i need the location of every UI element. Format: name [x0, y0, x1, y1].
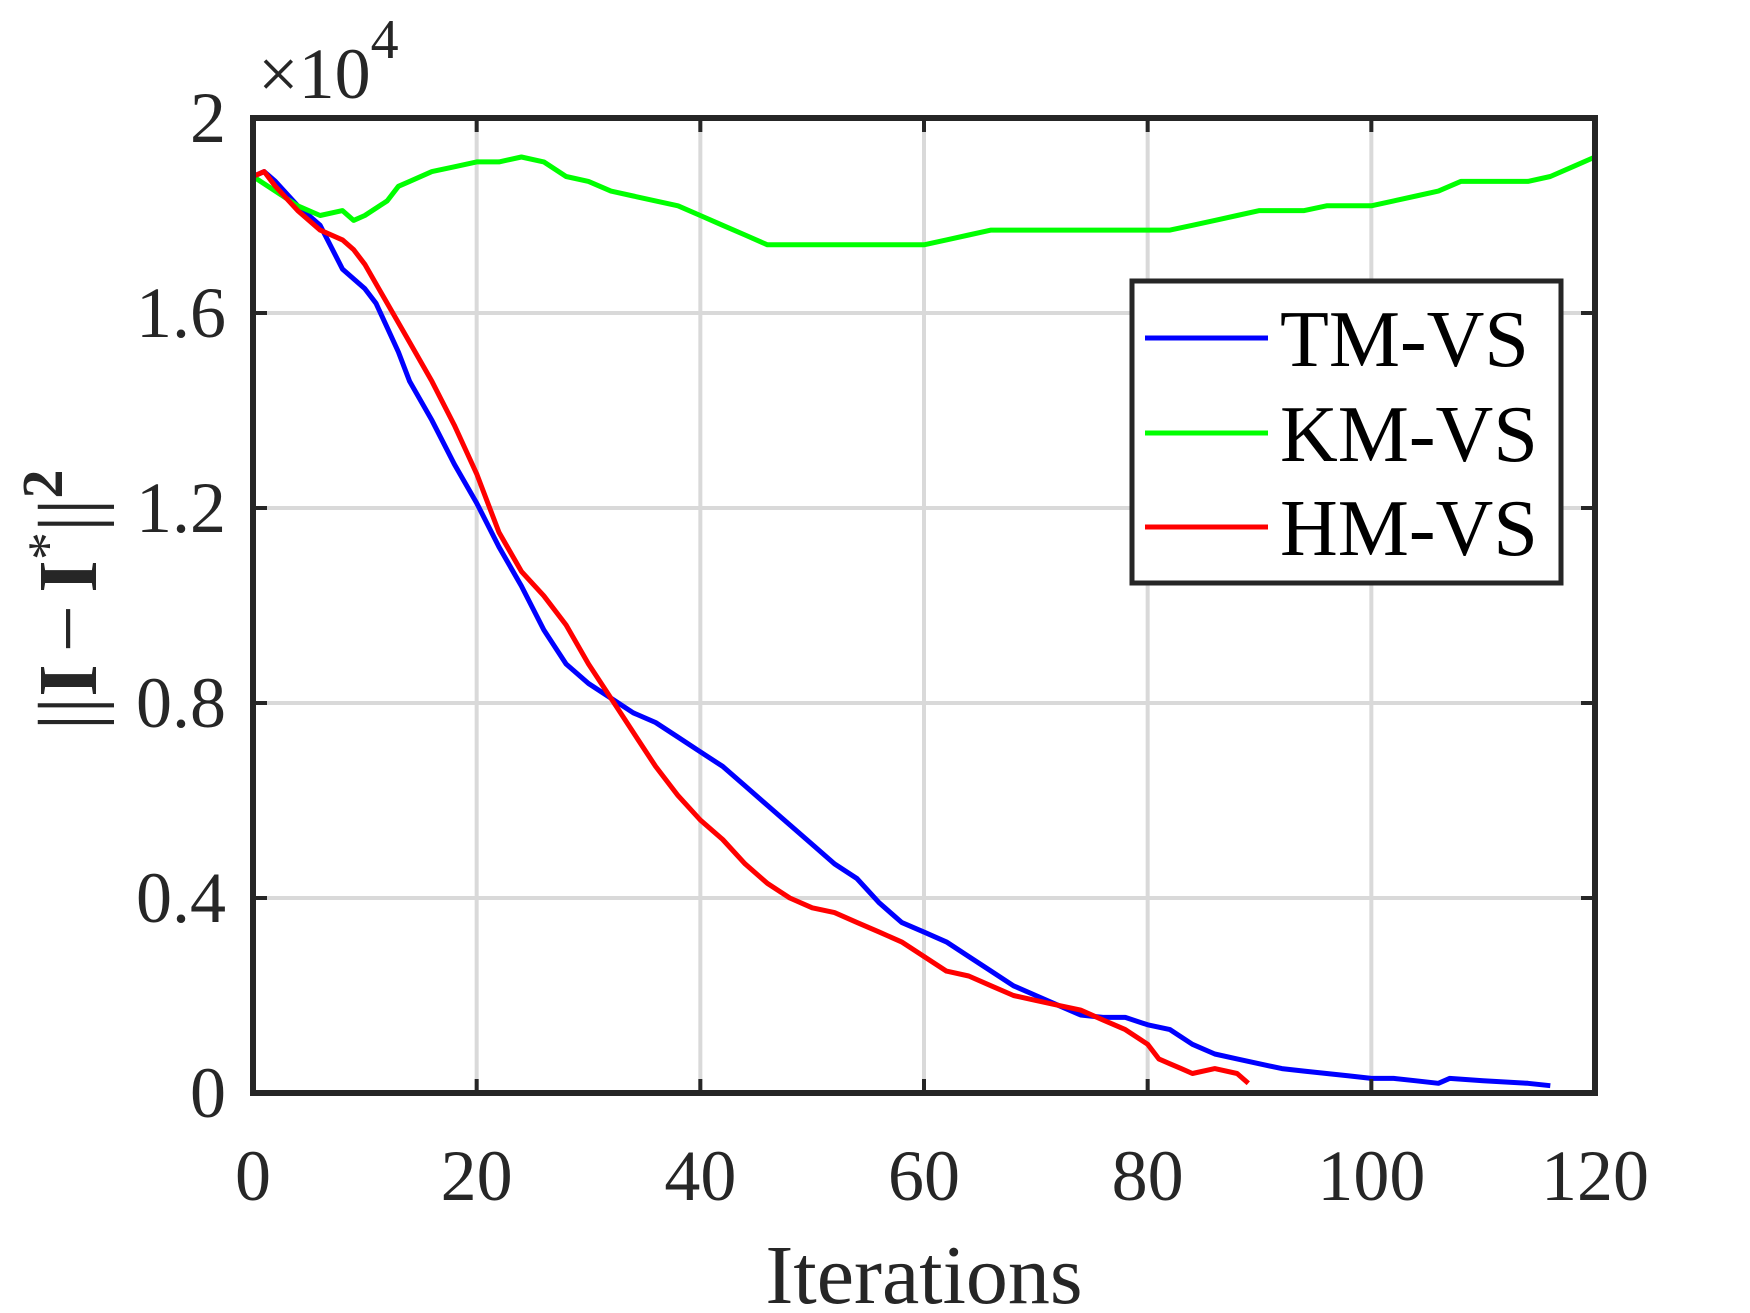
y-tick-labels: 0 0.4 0.8 1.2 1.6 2 — [136, 78, 226, 1133]
x-tick-label: 0 — [235, 1136, 271, 1216]
x-axis-label: Iterations — [765, 1229, 1082, 1313]
series-lines — [251, 154, 1597, 1089]
y-tick-label: 2 — [190, 78, 226, 158]
legend-label-hm-vs: HM-VS — [1280, 485, 1538, 573]
y-tick-label: 1.6 — [136, 273, 226, 353]
y-multiplier-base: ×10 — [258, 34, 371, 114]
y-label-I: I — [22, 664, 115, 697]
y-axis-label: ||I−I*||2 — [10, 469, 115, 730]
axes-box — [250, 115, 1598, 1096]
x-tick-label: 20 — [441, 1136, 513, 1216]
y-label-bars-left: || — [22, 697, 115, 731]
x-tick-label: 40 — [664, 1136, 736, 1216]
legend-label-tm-vs: TM-VS — [1280, 296, 1529, 384]
y-label-I-star: I — [22, 560, 115, 593]
y-multiplier: ×104 — [258, 9, 399, 114]
y-label-bars-right: || — [22, 498, 115, 532]
svg-text:||I−I*||2: ||I−I*||2 — [10, 469, 115, 730]
y-multiplier-exponent: 4 — [371, 9, 399, 71]
y-tick-label: 0.4 — [136, 858, 226, 938]
y-tick-label: 0.8 — [136, 663, 226, 743]
legend: TM-VS KM-VS HM-VS — [1129, 278, 1564, 586]
y-tick-label: 0 — [190, 1053, 226, 1133]
legend-label-km-vs: KM-VS — [1280, 391, 1538, 479]
y-label-minus: − — [22, 605, 115, 652]
x-tick-label: 100 — [1317, 1136, 1425, 1216]
x-tick-label: 80 — [1112, 1136, 1184, 1216]
y-tick-label: 1.2 — [136, 468, 226, 548]
x-tick-labels: 0 20 40 60 80 100 120 — [235, 1136, 1649, 1216]
x-tick-label: 120 — [1541, 1136, 1649, 1216]
y-label-exponent: 2 — [10, 469, 75, 498]
series-line-tm-vs — [251, 169, 1551, 1089]
series-line-hm-vs — [251, 169, 1250, 1086]
series-line-km-vs — [251, 154, 1597, 248]
y-label-star: * — [17, 532, 79, 560]
x-tick-label: 60 — [888, 1136, 960, 1216]
